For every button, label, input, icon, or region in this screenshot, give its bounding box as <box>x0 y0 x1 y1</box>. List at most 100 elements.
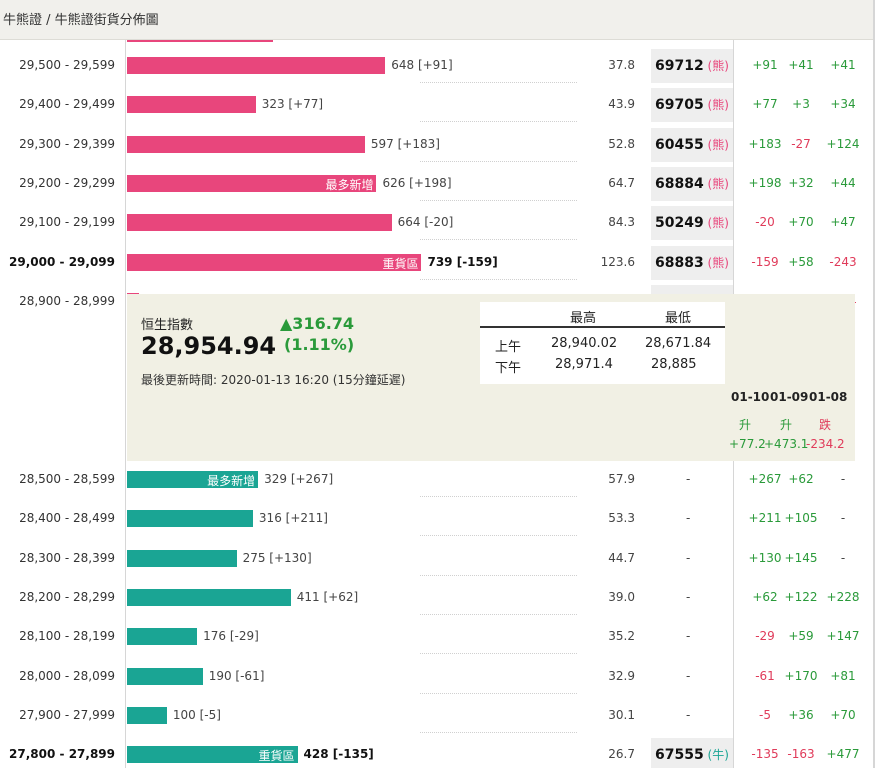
warrant-code[interactable]: 69712 (熊) <box>655 57 729 74</box>
outstanding-bar[interactable]: 重貨區 <box>127 253 422 271</box>
row-divider <box>420 574 577 576</box>
price-range: 28,000 - 28,099 <box>19 668 115 683</box>
daily-change: +198 <box>748 175 782 190</box>
distance-pct: 39.0 <box>608 589 635 604</box>
warrant-code-cell <box>651 620 733 654</box>
index-change-pct: (1.11%) <box>284 335 355 354</box>
warrant-code[interactable]: 69705 (熊) <box>655 96 729 113</box>
outstanding-value: 176 [-29] <box>203 629 259 644</box>
price-range: 29,100 - 29,199 <box>19 215 115 230</box>
daily-change: +36 <box>788 707 814 722</box>
index-updated-time: 最後更新時間: 2020-01-13 16:20 (15分鐘延遲) <box>141 373 406 387</box>
warrant-side: (熊) <box>703 216 729 231</box>
daily-change: +105 <box>784 511 818 526</box>
warrant-code: - <box>686 589 691 604</box>
outstanding-value: 329 [+267] <box>264 472 334 486</box>
breadcrumb-text[interactable]: 牛熊證 / 牛熊證街貨分佈圖 <box>3 13 159 28</box>
distance-pct: 35.2 <box>608 629 635 644</box>
bull-row: 27,800 - 27,899 重貨區 428 [-135] 26.7 67555 (牛… <box>0 738 873 768</box>
daily-change: -159 <box>751 254 779 269</box>
bear-row: 29,400 - 29,499 323 [+77] 43.9 69705 (熊) +77… <box>0 88 873 123</box>
day-direction: 跌 <box>819 418 832 432</box>
warrant-side: (熊) <box>703 137 729 152</box>
outstanding-bar[interactable]: 重貨區 <box>127 746 298 764</box>
warrant-code-cell <box>651 88 733 123</box>
bull-row: 28,400 - 28,499 316 [+211] 53.3 - +211 +105 - <box>0 502 873 537</box>
warrant-code-number[interactable]: 68884 <box>655 175 704 192</box>
outstanding-value: 275 [+130] <box>242 550 312 565</box>
day-change: +77.2 <box>729 437 766 451</box>
warrant-code-number[interactable]: 69712 <box>655 58 704 74</box>
price-range: 29,000 - 29,099 <box>9 254 115 269</box>
distance-pct: 53.3 <box>608 511 635 526</box>
outstanding-bar[interactable]: 最多新增 <box>127 471 259 488</box>
outstanding-bar[interactable] <box>127 96 256 114</box>
pm-label: 下午 <box>495 361 522 376</box>
outstanding-bar[interactable] <box>127 214 392 232</box>
warrant-code[interactable]: 60455 (熊) <box>655 136 729 153</box>
daily-change: +145 <box>784 550 818 565</box>
outstanding-bar[interactable] <box>127 706 167 724</box>
outstanding-value: 323 [+77] <box>261 97 324 112</box>
am-label: 上午 <box>495 340 522 355</box>
warrant-code-cell <box>651 542 733 576</box>
daily-change: +62 <box>788 472 814 486</box>
outstanding-bar[interactable] <box>127 135 365 153</box>
price-range: 27,900 - 27,999 <box>19 707 115 722</box>
outstanding-bar[interactable] <box>127 549 237 567</box>
warrant-code: - <box>686 668 691 683</box>
daily-change: - <box>840 550 846 565</box>
warrant-code[interactable]: 67555 (牛) <box>655 746 729 763</box>
outstanding-value: 648 [+91] <box>391 58 453 72</box>
row-divider <box>420 613 577 615</box>
warrant-code[interactable]: 68884 (熊) <box>655 175 729 192</box>
row-divider <box>420 278 577 280</box>
day-direction: 升 <box>739 418 752 432</box>
day-change: -234.2 <box>806 437 845 451</box>
daily-change: +3 <box>792 97 810 112</box>
outstanding-bar[interactable] <box>127 57 386 74</box>
bar-tag: 重貨區 <box>258 749 295 764</box>
high-header: 最高 <box>570 311 597 326</box>
daily-change: +44 <box>830 175 856 190</box>
bull-row: 28,300 - 28,399 275 [+130] 44.7 - +130 +145 - <box>0 542 873 576</box>
outstanding-value: 100 [-5] <box>172 707 221 722</box>
outstanding-bar[interactable] <box>127 588 291 606</box>
daily-change: +130 <box>748 550 782 565</box>
bull-row: 28,500 - 28,599 最多新增 329 [+267] 57.9 - +267 +6… <box>0 463 873 497</box>
warrant-code: - <box>686 707 691 722</box>
price-range: 29,200 - 29,299 <box>19 175 115 190</box>
distance-pct: 123.6 <box>600 254 635 269</box>
warrant-code-number[interactable]: 69705 <box>655 97 704 114</box>
outstanding-bar[interactable]: 最多新增 <box>127 174 377 192</box>
outstanding-bar[interactable] <box>127 628 198 646</box>
row-divider <box>420 82 577 83</box>
price-range: 28,200 - 28,299 <box>19 589 115 604</box>
bar-tag: 重貨區 <box>382 256 419 271</box>
warrant-code-cell <box>651 699 733 733</box>
am-high: 28,940.02 <box>551 336 618 351</box>
warrant-code-number[interactable]: 50249 <box>655 215 704 232</box>
outstanding-bar[interactable] <box>127 510 253 528</box>
day-direction: 升 <box>780 418 793 432</box>
outstanding-value: 428 [-135] <box>303 747 374 762</box>
daily-change: +81 <box>830 668 856 683</box>
bear-bar-partial <box>127 40 273 42</box>
daily-change: +170 <box>784 668 818 683</box>
daily-change: +183 <box>748 136 782 151</box>
warrant-side: (熊) <box>703 176 729 191</box>
warrant-code-number[interactable]: 68883 <box>655 254 704 271</box>
outstanding-bar[interactable] <box>127 667 203 685</box>
daily-change: -61 <box>755 668 775 683</box>
warrant-side: (熊) <box>703 255 729 270</box>
warrant-code[interactable]: 50249 (熊) <box>655 214 729 231</box>
bear-row: 29,500 - 29,599 648 [+91] 37.8 69712 (熊) +91… <box>0 49 873 83</box>
distance-pct: 37.8 <box>608 58 635 72</box>
row-divider <box>420 731 577 733</box>
warrant-code[interactable]: 68883 (熊) <box>655 254 729 271</box>
daily-change: +32 <box>788 175 814 190</box>
price-range: 28,300 - 28,399 <box>19 550 115 565</box>
warrant-code-number[interactable]: 67555 <box>655 747 704 764</box>
day-date: 01-09 <box>770 390 809 404</box>
warrant-code-number[interactable]: 60455 <box>655 136 704 153</box>
